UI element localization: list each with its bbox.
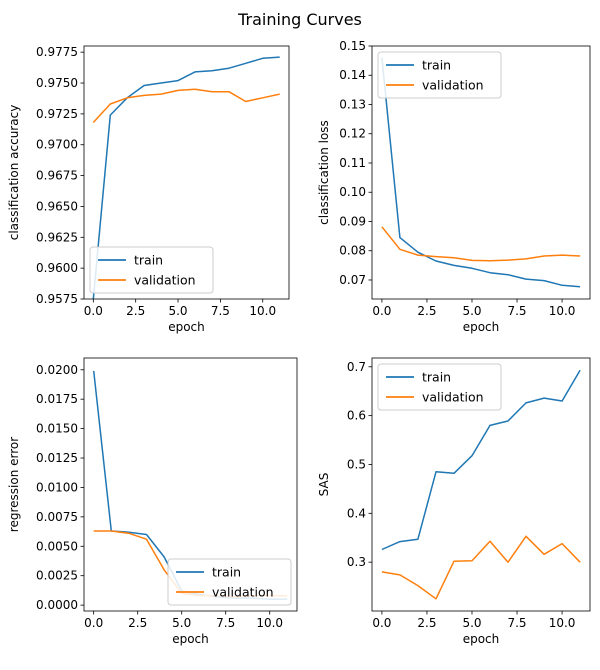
- x-tick-label: 2.5: [128, 616, 147, 630]
- x-axis-label: epoch: [463, 632, 500, 646]
- y-tick-label: 0.9650: [36, 199, 78, 213]
- y-axis-label: classification loss: [317, 120, 331, 225]
- series-line-train: [381, 57, 581, 288]
- x-tick-label: 7.5: [507, 616, 526, 630]
- y-tick-label: 0.10: [339, 185, 366, 199]
- y-tick-label: 0.12: [339, 127, 366, 141]
- x-axis-label: epoch: [168, 320, 205, 334]
- y-tick-label: 0.0125: [36, 451, 78, 465]
- y-tick-label: 0.9775: [36, 45, 78, 59]
- legend-box: [377, 363, 502, 411]
- y-tick-label: 0.0075: [36, 510, 78, 524]
- y-tick-label: 0.0050: [36, 539, 78, 553]
- x-tick-label: 7.5: [211, 304, 230, 318]
- y-tick-label: 0.9725: [36, 107, 78, 121]
- legend-box: [89, 246, 214, 294]
- y-tick-label: 0.0150: [36, 422, 78, 436]
- y-tick-label: 0.0000: [36, 598, 78, 612]
- y-tick-label: 0.5: [347, 457, 366, 471]
- y-tick-label: 0.9575: [36, 292, 78, 306]
- y-tick-label: 0.9675: [36, 169, 78, 183]
- x-tick-label: 0.0: [84, 304, 103, 318]
- x-tick-label: 5.0: [462, 304, 481, 318]
- series-line-validation: [381, 535, 581, 600]
- legend: train validation: [377, 51, 502, 99]
- y-tick-label: 0.3: [347, 555, 366, 569]
- axes-frame: [371, 357, 591, 612]
- y-tick-label: 0.0025: [36, 569, 78, 583]
- x-tick-label: 2.5: [417, 304, 436, 318]
- x-tick-label: 10.0: [249, 304, 276, 318]
- chart-panel-4: 0.0 2.5 5.0 7.5 10.0 0.3 0.4 0.5 0.6 0.7 epoch SAS t…: [317, 357, 591, 646]
- series-line-train: [381, 369, 581, 551]
- x-tick-label: 0.0: [372, 616, 391, 630]
- x-tick-label: 10.0: [549, 304, 576, 318]
- y-tick-label: 0.0175: [36, 392, 78, 406]
- x-tick-label: 7.5: [216, 616, 235, 630]
- y-tick-label: 0.0100: [36, 480, 78, 494]
- y-axis-label: SAS: [317, 473, 331, 497]
- legend-label-validation: validation: [212, 585, 274, 600]
- x-tick-label: 10.0: [256, 616, 283, 630]
- legend: train validation: [167, 558, 292, 606]
- y-tick-label: 0.08: [339, 244, 366, 258]
- legend: train validation: [89, 246, 214, 294]
- legend: train validation: [377, 363, 502, 411]
- chart-panel-3: 0.0 2.5 5.0 7.5 10.0 0.0000 0.0025 0.0050 0.0075…: [7, 357, 298, 646]
- axes-frame: [83, 45, 290, 300]
- y-tick-label: 0.0200: [36, 363, 78, 377]
- legend-label-validation: validation: [422, 390, 484, 405]
- legend-label-train: train: [212, 565, 241, 580]
- y-tick-label: 0.9700: [36, 138, 78, 152]
- y-tick-label: 0.4: [347, 506, 366, 520]
- legend-label-train: train: [422, 370, 451, 385]
- series-line-validation: [92, 88, 280, 124]
- x-tick-label: 10.0: [549, 616, 576, 630]
- y-tick-label: 0.15: [339, 39, 366, 53]
- legend-box: [167, 558, 292, 606]
- y-tick-label: 0.9750: [36, 76, 78, 90]
- y-axis-label: regression error: [7, 437, 21, 532]
- y-axis-label: classification accuracy: [7, 105, 21, 241]
- y-tick-label: 0.9625: [36, 230, 78, 244]
- x-tick-label: 5.0: [168, 304, 187, 318]
- x-tick-label: 2.5: [126, 304, 145, 318]
- axes-frame: [83, 357, 298, 612]
- y-tick-label: 0.07: [339, 273, 366, 287]
- legend-label-validation: validation: [134, 273, 196, 288]
- legend-label-train: train: [422, 58, 451, 73]
- x-tick-label: 5.0: [172, 616, 191, 630]
- y-tick-label: 0.7: [347, 360, 366, 374]
- y-tick-label: 0.13: [339, 97, 366, 111]
- x-tick-label: 2.5: [417, 616, 436, 630]
- figure-title: Training Curves: [238, 10, 362, 29]
- y-tick-label: 0.14: [339, 68, 366, 82]
- axes-frame: [371, 45, 591, 300]
- chart-panel-2: 0.0 2.5 5.0 7.5 10.0 0.07 0.08 0.09 0.10 0.11 0.12…: [317, 39, 591, 334]
- series-line-train: [92, 56, 280, 299]
- chart-panel-1: 0.0 2.5 5.0 7.5 10.0 0.9575 0.9600 0.9625 0.9650…: [7, 45, 290, 334]
- legend-box: [377, 51, 502, 99]
- x-tick-label: 5.0: [462, 616, 481, 630]
- series-line-validation: [381, 226, 581, 262]
- y-tick-label: 0.9600: [36, 261, 78, 275]
- x-tick-label: 0.0: [372, 304, 391, 318]
- y-tick-label: 0.09: [339, 214, 366, 228]
- legend-label-train: train: [134, 253, 163, 268]
- x-axis-label: epoch: [172, 632, 209, 646]
- x-axis-label: epoch: [463, 320, 500, 334]
- x-tick-label: 0.0: [84, 616, 103, 630]
- x-tick-label: 7.5: [507, 304, 526, 318]
- y-tick-label: 0.11: [339, 156, 366, 170]
- legend-label-validation: validation: [422, 78, 484, 93]
- y-tick-label: 0.6: [347, 409, 366, 423]
